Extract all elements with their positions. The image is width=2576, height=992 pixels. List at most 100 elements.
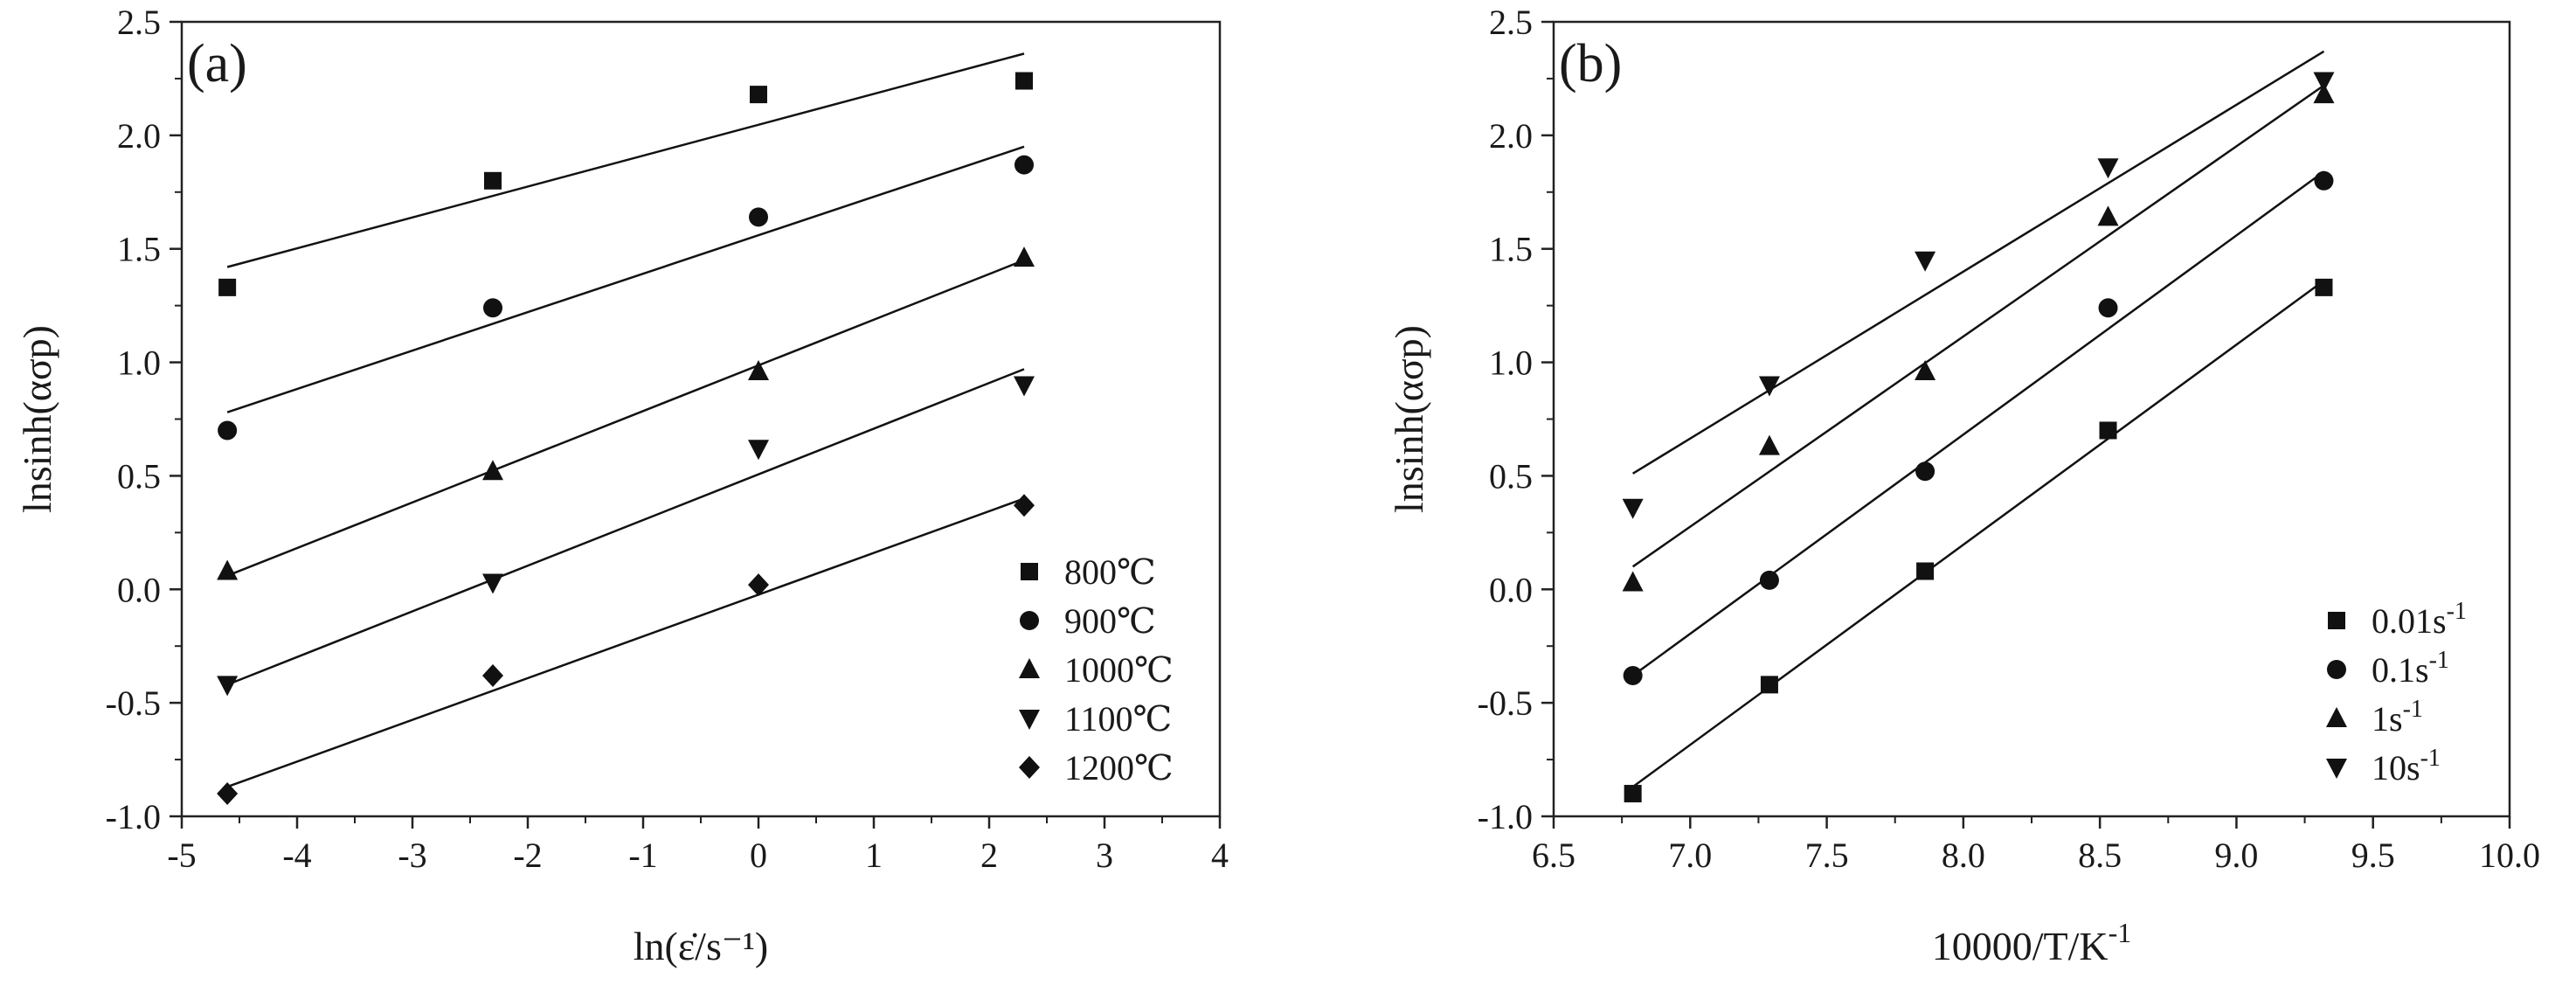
x-tick-label: -3 [398,836,426,875]
fit-line [1631,50,2325,475]
legend-marker [1021,563,1038,580]
data-point [482,663,504,687]
y-tick-label: 2.5 [1489,3,1533,42]
data-point [1622,571,1644,592]
y-tick-label: 2.5 [117,3,161,42]
data-point [2315,278,2333,296]
x-axis-label-text: 10000/T/K [1932,924,2109,968]
data-point [217,782,239,806]
data-point [218,278,237,296]
data-point [1013,376,1035,397]
data-point [750,86,767,104]
x-tick-label: 9.0 [2214,836,2258,875]
y-tick-label: -0.5 [106,683,161,723]
series-circle [218,145,1034,441]
x-axis-label-text: ln(ε̇/s⁻¹) [634,924,769,968]
fit-line [1631,170,2325,676]
y-tick-label: 2.0 [117,116,161,156]
x-tick-label: 7.0 [1668,836,1712,875]
y-tick-label: -0.5 [1478,683,1533,723]
legend-label-text: 1200℃ [1064,748,1174,787]
panel-b: 6.5 7.0 7.5 8.0 8.5 9.0 9.5 10.0 2.5 2.0 1.5 1.0 0.5… [1387,3,2540,968]
legend-item: 800℃ [1021,552,1156,592]
data-point [748,573,769,597]
legend-marker [2326,759,2347,779]
series-circle [1623,170,2334,685]
legend-label-exponent: -1 [2420,745,2441,772]
x-tick-label: 8.0 [1942,836,1985,875]
y-tick-label: 1.0 [1489,343,1533,383]
legend-label-exponent: -1 [2403,696,2423,723]
legend-label-text: 900℃ [1064,601,1156,641]
y-axis-label: lnsinh(ασp) [15,325,59,513]
fit-line [1631,84,2325,568]
data-point [2313,83,2335,104]
x-tick-label: 2 [980,836,998,875]
fit-line [226,52,1025,268]
legend-label: 0.1s-1 [2372,647,2449,690]
legend-item: 1200℃ [1019,748,1174,787]
x-tick-label: 3 [1096,836,1113,875]
x-axis-label: 10000/T/K-1 [1932,917,2132,968]
panel-label: (a) [187,34,247,94]
x-tick-label: 8.5 [2078,836,2122,875]
data-point [1915,461,1935,482]
data-point [1760,676,1778,694]
plot-frame [1552,20,2511,818]
legend-marker [1019,710,1040,730]
x-tick-label: 0 [750,836,767,875]
series-triangle-up [217,246,1035,580]
data-point [749,207,768,227]
y-tick-label: 0.0 [117,570,161,609]
legend-label-text: 10s [2372,748,2420,787]
legend-label: 10s-1 [2372,745,2441,787]
fit-line [226,497,1025,788]
y-tick-label: 0.5 [1489,456,1533,496]
legend-item: 1s-1 [2326,696,2423,739]
data-point [483,298,503,318]
legend-label-text: 0.1s [2372,650,2429,690]
series-triangle-down [217,368,1035,697]
y-tick-label: 0.0 [1489,570,1533,609]
legend-item: 1100℃ [1019,699,1172,739]
legend-label-exponent: -1 [2429,647,2449,674]
x-axis-label: ln(ε̇/s⁻¹) [634,924,769,968]
x-tick-label: 9.5 [2351,836,2395,875]
y-axis-label: lnsinh(ασp) [1387,325,1431,513]
data-point [2313,72,2335,93]
legend-label-text: 1s [2372,699,2403,739]
series-triangle-up [1622,83,2335,592]
x-tick-label: 10.0 [2479,836,2540,875]
legend-item: 1000℃ [1019,650,1174,690]
legend-label: 900℃ [1064,601,1156,641]
legend-label: 1200℃ [1064,748,1174,787]
series-diamond [217,494,1035,806]
data-point [1758,434,1780,455]
data-point [1013,494,1035,517]
data-point [2099,421,2117,440]
data-point [1758,376,1780,397]
x-axis-label-exponent: -1 [2109,917,2132,948]
panel-label: (b) [1559,34,1622,94]
x-tick-label: 1 [865,836,883,875]
legend-item: 0.01s-1 [2328,598,2467,641]
y-tick-label: -1.0 [1478,797,1533,836]
data-point [1014,155,1034,175]
legend-label-exponent: -1 [2447,598,2467,625]
y-tick-label: 1.5 [1489,230,1533,269]
data-point [482,460,504,481]
legend-marker [1019,756,1040,779]
data-point [1624,785,1642,803]
y-tick-label: 1.5 [117,230,161,269]
data-point [218,420,238,441]
legend-label: 800℃ [1064,552,1156,592]
legend-marker [2328,612,2345,629]
y-tick-label: -1.0 [106,797,161,836]
series-square [1624,278,2333,803]
legend-label: 1s-1 [2372,696,2423,739]
data-point [748,359,769,380]
data-point [482,573,504,594]
data-point [1916,562,1935,580]
data-point [1915,359,1936,380]
legend-marker [1020,611,1039,630]
